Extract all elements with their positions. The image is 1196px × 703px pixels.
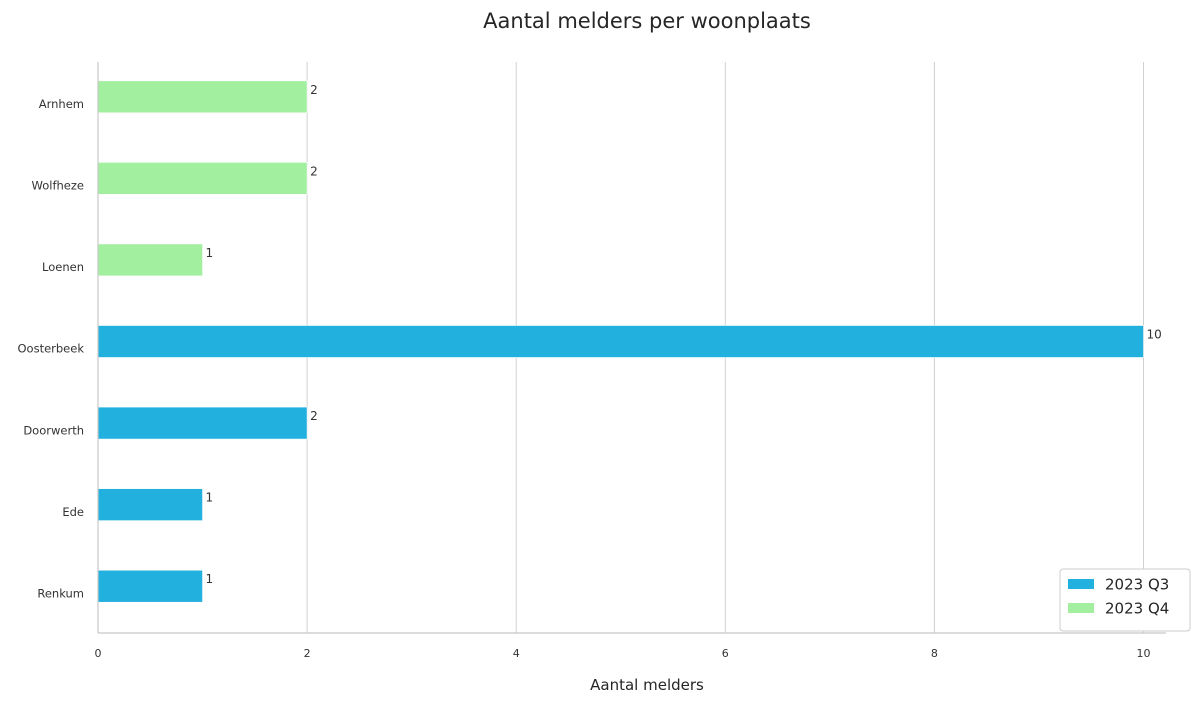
axes: 0 2 4 6 8 10 Arnhem Wolfheze Loenen Oosterbeek Doo… xyxy=(17,62,1166,660)
legend-label: 2023 Q4 xyxy=(1105,600,1169,618)
x-tick-label: 0 xyxy=(95,647,102,660)
y-tick-label: Wolfheze xyxy=(32,179,84,193)
bar xyxy=(97,488,203,521)
data-label: 2 xyxy=(310,409,318,423)
bar xyxy=(97,569,203,603)
data-label: 10 xyxy=(1147,328,1162,342)
y-tick-label: Oosterbeek xyxy=(17,342,84,356)
bar xyxy=(97,162,308,195)
bar xyxy=(97,325,1144,358)
data-label: 1 xyxy=(206,572,214,586)
y-tick-label: Renkum xyxy=(37,586,84,600)
data-label: 1 xyxy=(206,491,214,505)
x-tick-label: 10 xyxy=(1137,647,1151,660)
y-tick-label: Ede xyxy=(62,505,84,519)
data-label: 2 xyxy=(310,164,318,178)
bar xyxy=(97,243,203,277)
legend-label: 2023 Q3 xyxy=(1105,576,1169,594)
y-tick-label: Loenen xyxy=(42,260,84,274)
x-axis-label: Aantal melders xyxy=(590,676,704,694)
x-tick-label: 2 xyxy=(304,647,311,660)
x-tick-label: 6 xyxy=(722,647,729,660)
y-tick-label: Arnhem xyxy=(39,97,84,111)
bar xyxy=(97,406,308,440)
legend-swatch xyxy=(1068,603,1094,613)
legend-swatch xyxy=(1068,579,1094,589)
legend: 2023 Q3 2023 Q4 xyxy=(1059,568,1191,632)
data-label: 2 xyxy=(310,83,318,97)
bar xyxy=(97,80,308,114)
data-label: 1 xyxy=(206,246,214,260)
y-tick-label: Doorwerth xyxy=(23,423,84,437)
bars: 10 2 1 1 2 2 1 xyxy=(97,80,1162,603)
x-tick-label: 4 xyxy=(513,647,520,660)
chart-title: Aantal melders per woonplaats xyxy=(483,9,811,33)
x-tick-label: 8 xyxy=(931,647,938,660)
